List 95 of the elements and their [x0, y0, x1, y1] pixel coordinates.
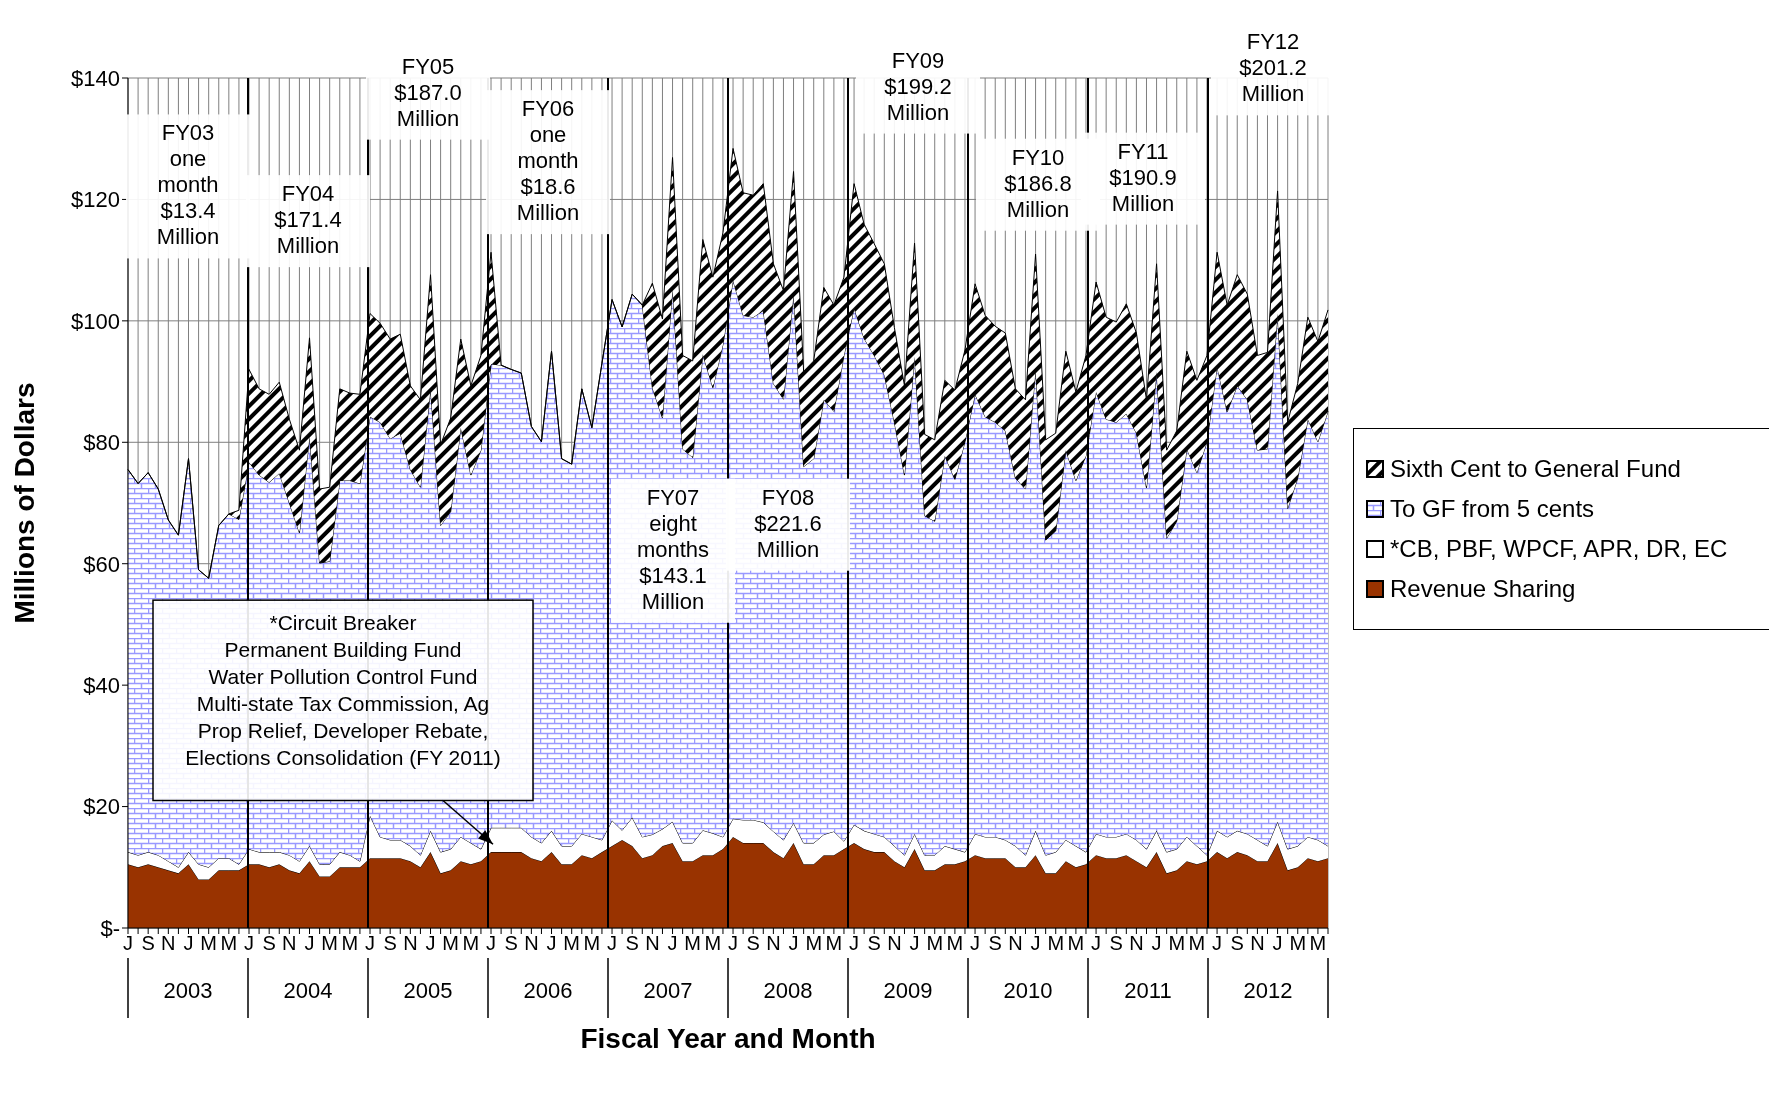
- x-tick-label: N: [403, 932, 418, 955]
- x-tick-label: S: [988, 932, 1002, 955]
- x-tick-label: M: [825, 932, 843, 955]
- x-tick-label: J: [1030, 932, 1041, 955]
- x-tick-label: M: [220, 932, 238, 955]
- text: 2003: [163, 978, 213, 1003]
- x-tick-label: S: [867, 932, 881, 955]
- annotation: *Circuit Breaker Permanent Building Fund Water Pollution Control Fund Multi-state Tax Commission, Ag Prop Relief, Developer Rebate, Elections Consolidation (FY 2011): [185, 611, 501, 770]
- x-tick-label: J: [123, 932, 133, 955]
- x-tick-label: S: [383, 932, 397, 955]
- text: 2010: [1003, 978, 1053, 1003]
- legend-label: *CB, PBF, WPCF, APR, DR, EC: [1390, 535, 1728, 563]
- x-tick-label: S: [504, 932, 518, 955]
- text: 2007: [643, 978, 693, 1003]
- x-tick-label: J: [849, 932, 860, 955]
- legend-label: To GF from 5 cents: [1390, 495, 1595, 523]
- x-tick-label: M: [1188, 932, 1206, 955]
- annotation: FY12 $201.2 Million: [1239, 29, 1307, 107]
- x-axis-title: Fiscal Year and Month: [580, 1023, 876, 1054]
- annotation: FY04 $171.4 Million: [274, 181, 342, 259]
- x-tick-label: M: [1047, 932, 1065, 955]
- y-tick-label: $140: [71, 65, 120, 91]
- legend-label: Revenue Sharing: [1390, 575, 1576, 603]
- text: 2006: [523, 978, 573, 1003]
- annotation: FY10 $186.8 Million: [1004, 144, 1072, 222]
- annotation: FY07 eight months $143.1 Million: [636, 484, 710, 614]
- y-tick-label: $60: [83, 551, 120, 577]
- x-tick-label: M: [1168, 932, 1186, 955]
- x-tick-label: N: [161, 932, 176, 955]
- x-tick-label: M: [442, 932, 460, 955]
- annotation: FY05 $187.0 Million: [394, 53, 462, 131]
- x-tick-label: N: [887, 932, 902, 955]
- x-tick-label: J: [1212, 932, 1223, 955]
- text: 2012: [1243, 978, 1293, 1003]
- x-tick-label: N: [766, 932, 781, 955]
- x-tick-label: S: [1109, 932, 1123, 955]
- x-tick-label: J: [788, 932, 799, 955]
- x-tick-label: M: [1309, 932, 1327, 955]
- annotation: FY09 $199.2 Million: [884, 47, 952, 125]
- y-tick-label: $40: [83, 672, 120, 698]
- text: 2011: [1124, 978, 1172, 1003]
- x-tick-label: S: [262, 932, 276, 955]
- x-tick-label: N: [524, 932, 539, 955]
- annotation: FY11 $190.9 Million: [1109, 138, 1177, 216]
- x-tick-label: J: [546, 932, 557, 955]
- x-tick-label: N: [1250, 932, 1265, 955]
- x-tick-label: J: [1151, 932, 1162, 955]
- x-tick-label: J: [365, 932, 376, 955]
- x-tick-label: S: [746, 932, 760, 955]
- x-tick-label: M: [946, 932, 964, 955]
- text: 2004: [283, 978, 333, 1003]
- x-tick-label: J: [1091, 932, 1102, 955]
- y-tick-label: $-: [100, 915, 120, 941]
- annotation: FY08 $221.6 Million: [754, 484, 822, 562]
- x-tick-label: J: [607, 932, 618, 955]
- x-tick-label: J: [667, 932, 678, 955]
- x-tick-label: S: [1230, 932, 1244, 955]
- x-tick-label: S: [625, 932, 639, 955]
- y-axis-title: Millions of Dollars: [9, 382, 40, 624]
- y-tick-label: $80: [83, 430, 120, 456]
- x-tick-label: J: [486, 932, 497, 955]
- x-tick-label: N: [645, 932, 660, 955]
- x-tick-label: N: [1129, 932, 1144, 955]
- x-tick-label: M: [321, 932, 339, 955]
- x-tick-label: J: [425, 932, 436, 955]
- x-tick-label: S: [141, 932, 155, 955]
- x-tick-label: J: [304, 932, 315, 955]
- x-tick-label: J: [244, 932, 255, 955]
- text: 2005: [403, 978, 453, 1003]
- y-tick-label: $100: [71, 308, 120, 334]
- x-tick-label: M: [704, 932, 722, 955]
- x-tick-label: M: [926, 932, 944, 955]
- x-tick-label: M: [563, 932, 581, 955]
- x-tick-label: M: [1289, 932, 1307, 955]
- x-tick-label: M: [583, 932, 601, 955]
- x-tick-label: J: [1272, 932, 1283, 955]
- text: 2008: [763, 978, 813, 1003]
- y-tick-label: $20: [83, 794, 120, 820]
- x-tick-label: J: [183, 932, 194, 955]
- x-tick-label: J: [909, 932, 920, 955]
- text: 2009: [883, 978, 933, 1003]
- y-tick-label: $120: [71, 187, 120, 213]
- x-tick-label: J: [970, 932, 981, 955]
- x-tick-label: N: [282, 932, 297, 955]
- annotation: FY06 one month $18.6 Million: [516, 96, 580, 226]
- x-tick-label: M: [462, 932, 480, 955]
- legend-label: Sixth Cent to General Fund: [1390, 455, 1681, 483]
- x-tick-label: M: [200, 932, 218, 955]
- x-tick-label: J: [728, 932, 739, 955]
- annotation: FY03 one month $13.4 Million: [156, 120, 220, 250]
- x-tick-label: M: [684, 932, 702, 955]
- x-tick-label: N: [1008, 932, 1023, 955]
- x-tick-label: M: [341, 932, 359, 955]
- x-tick-label: M: [805, 932, 823, 955]
- x-tick-label: M: [1067, 932, 1085, 955]
